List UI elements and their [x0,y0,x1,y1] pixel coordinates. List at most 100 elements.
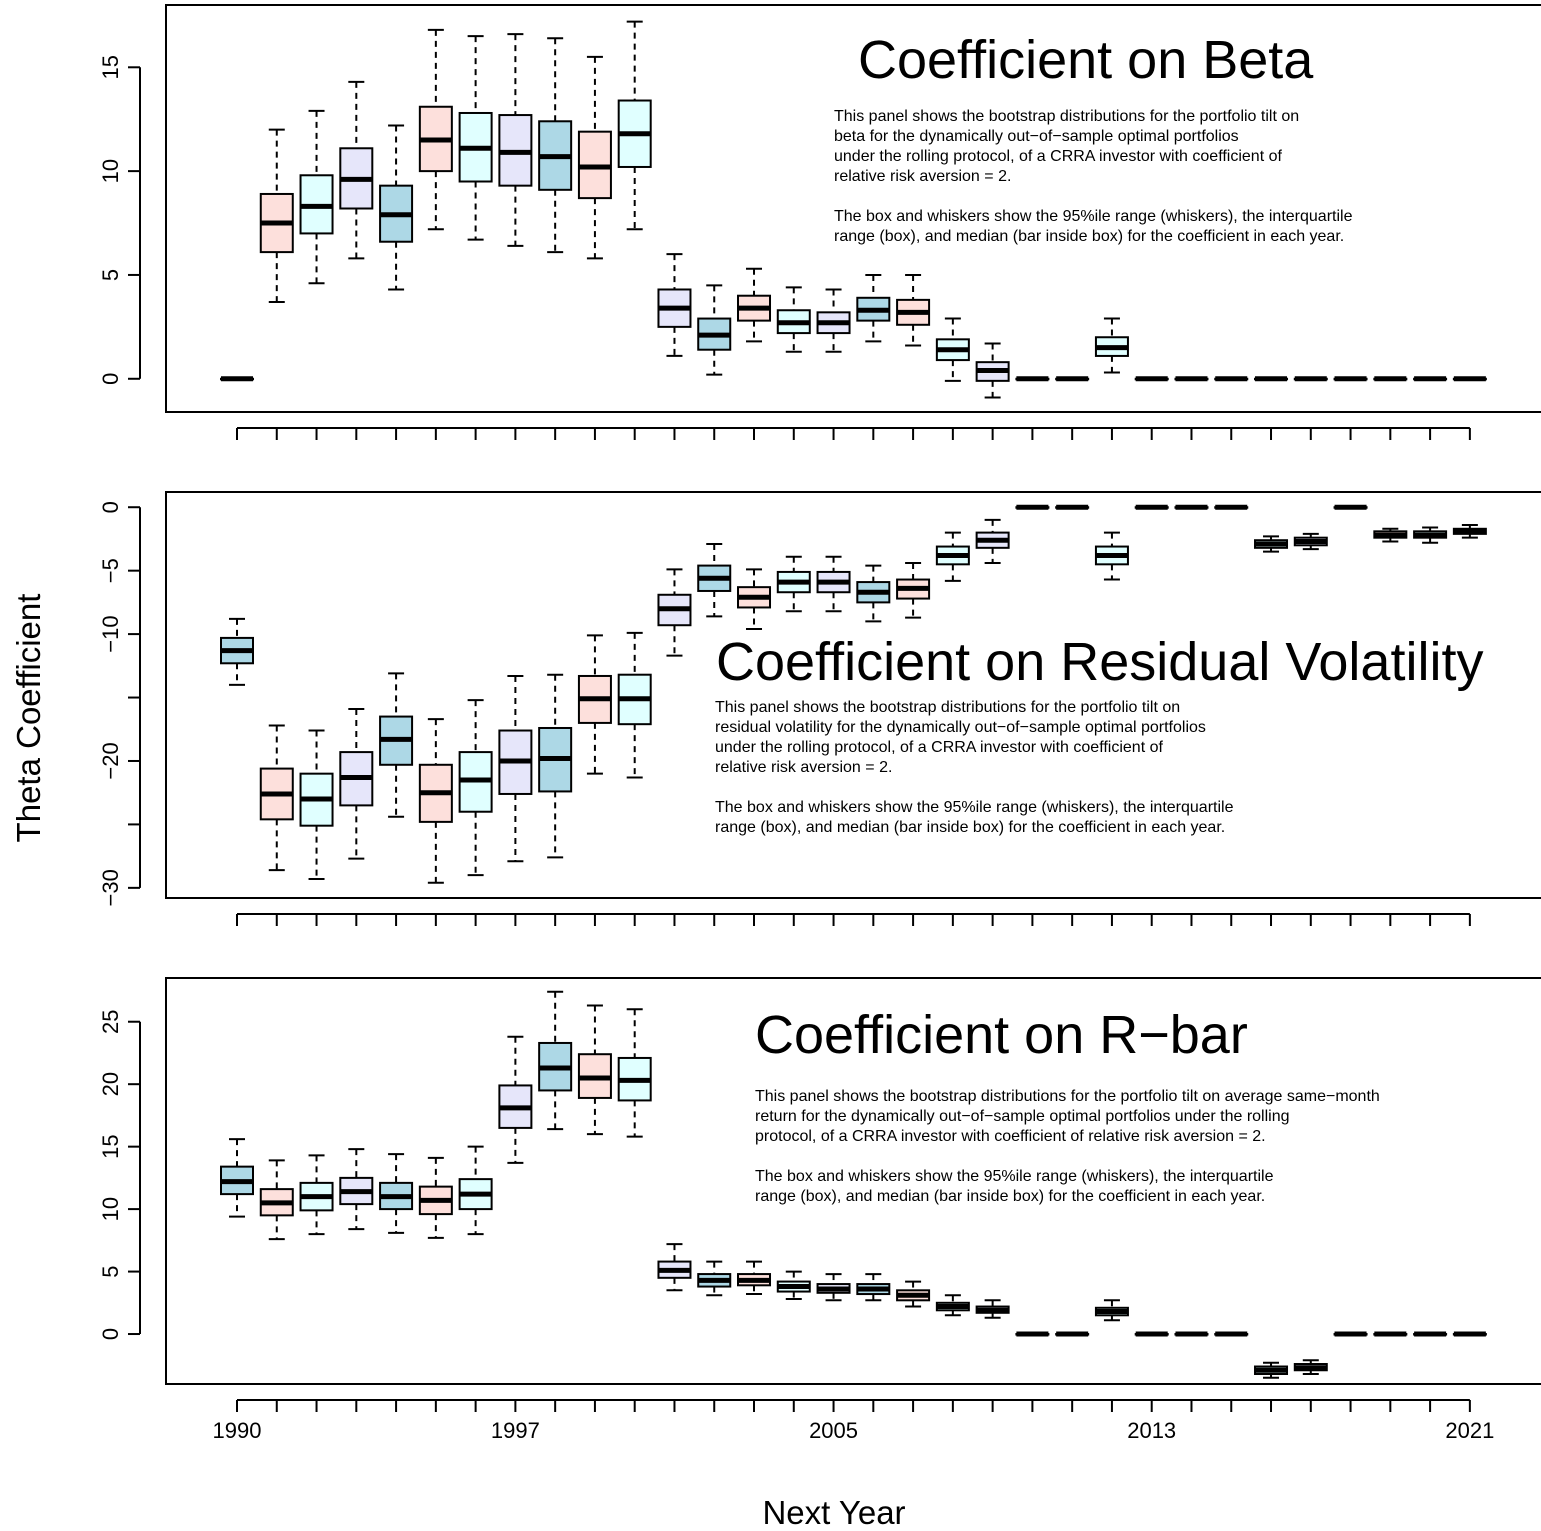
box-2008 [935,531,970,582]
y-tick-label: 5 [98,269,123,281]
panel-note-line: range (box), and median (bar inside box)… [755,1188,1265,1205]
box-2021 [1452,376,1487,382]
panel-title: Coefficient on R−bar [755,1005,1248,1065]
y-tick-label: 0 [98,1328,123,1340]
box-2019 [1373,376,1408,382]
box-1991 [259,1159,294,1241]
y-tick-label: 10 [98,159,123,183]
plot-frame [165,977,1541,1385]
box-2017 [1293,1359,1328,1376]
box-1993 [339,1148,374,1231]
box-1996 [458,699,493,877]
box-2008 [935,317,970,382]
box-1997 [498,1035,533,1164]
box-2015 [1214,376,1249,382]
box-2020 [1413,376,1448,382]
box-1996 [458,35,493,241]
x-tick-label: 1997 [491,1418,540,1443]
box-1993 [339,707,374,860]
panel-note-line: beta for the dynamically out−of−sample o… [834,128,1239,145]
panel-2: −30 −20 −10 −5 0 Coefficient on Residual Vola… [98,491,1541,926]
panel-note-line: The box and whiskers show the 95%ile ran… [834,208,1353,225]
box-2017 [1293,532,1328,551]
box-2002 [697,543,732,618]
x-tick-label: 1990 [213,1418,262,1443]
y-tick-label: 15 [98,1134,123,1158]
box-2020 [1413,1331,1448,1337]
box-2013 [1134,1331,1169,1337]
box-1992 [299,109,334,285]
y-tick-label: 25 [98,1009,123,1033]
box-2003 [737,267,772,343]
y-tick-label: −20 [98,742,123,779]
box-1999 [577,634,612,775]
panel-title: Coefficient on Residual Volatility [716,632,1483,692]
box-2012 [1094,317,1129,374]
y-tick-label: −5 [98,558,123,583]
box-2016 [1254,535,1289,553]
box-1994 [379,1153,414,1234]
box-2002 [697,1260,732,1297]
box-2011 [1055,1331,1090,1337]
panel-note-line: This panel shows the bootstrap distribut… [715,699,1180,716]
box-2015 [1214,504,1249,510]
box-1992 [299,729,334,880]
box-2018 [1333,504,1368,510]
box-2000 [617,20,652,231]
box-2001 [657,1243,692,1292]
box-2009 [975,518,1010,565]
y-tick-label: −10 [98,615,123,652]
box-2008 [935,1294,970,1317]
box-2003 [737,568,772,631]
box-1995 [418,28,453,231]
box-1995 [418,718,453,884]
box-2019 [1373,1331,1408,1337]
box-2003 [737,1260,772,1296]
panel-note-line: The box and whiskers show the 95%ile ran… [755,1168,1274,1185]
box-2007 [896,1280,931,1308]
box-2009 [975,342,1010,399]
box-2007 [896,562,931,619]
box-2020 [1413,526,1448,544]
y-axis-title: Theta Coefficient [10,594,47,843]
box-1992 [299,1154,334,1236]
box-2001 [657,568,692,657]
box-1990 [220,376,254,382]
panel-note-line: relative risk aversion = 2. [715,759,892,776]
y-tick-label: −30 [98,869,123,906]
box-2018 [1333,1331,1368,1337]
panel-3: 0 5 10 15 20 25 Coefficient on R−bar This panel… [98,977,1541,1412]
box-2007 [896,273,931,347]
panel-note-line: under the rolling protocol, of a CRRA in… [715,739,1163,756]
box-1993 [339,80,374,260]
box-2005 [816,1273,851,1302]
box-2014 [1174,376,1209,382]
box-2000 [617,1008,652,1138]
box-1997 [498,674,533,863]
panel-note-line: under the rolling protocol, of a CRRA in… [834,148,1282,165]
x-tick-label: 2013 [1127,1418,1176,1443]
box-2001 [657,253,692,357]
panel-title: Coefficient on Beta [858,30,1314,90]
box-2013 [1134,376,1169,382]
panel-note-line: relative risk aversion = 2. [834,168,1011,185]
box-2006 [856,1273,891,1302]
box-1991 [259,128,294,303]
box-2005 [816,288,851,353]
box-2011 [1055,504,1090,510]
panel-note-line: range (box), and median (bar inside box)… [715,819,1225,836]
box-2004 [776,286,811,353]
box-2019 [1373,527,1408,543]
box-2010 [1015,376,1050,382]
box-1994 [379,672,414,818]
box-2012 [1094,531,1129,581]
box-2016 [1254,1361,1289,1379]
box-1990 [220,617,254,686]
box-2002 [697,284,732,376]
box-2021 [1452,523,1487,539]
panel-note-line: range (box), and median (bar inside box)… [834,228,1344,245]
panel-note-line: This panel shows the bootstrap distribut… [755,1088,1380,1105]
box-2010 [1015,1331,1050,1337]
box-2011 [1055,376,1090,382]
